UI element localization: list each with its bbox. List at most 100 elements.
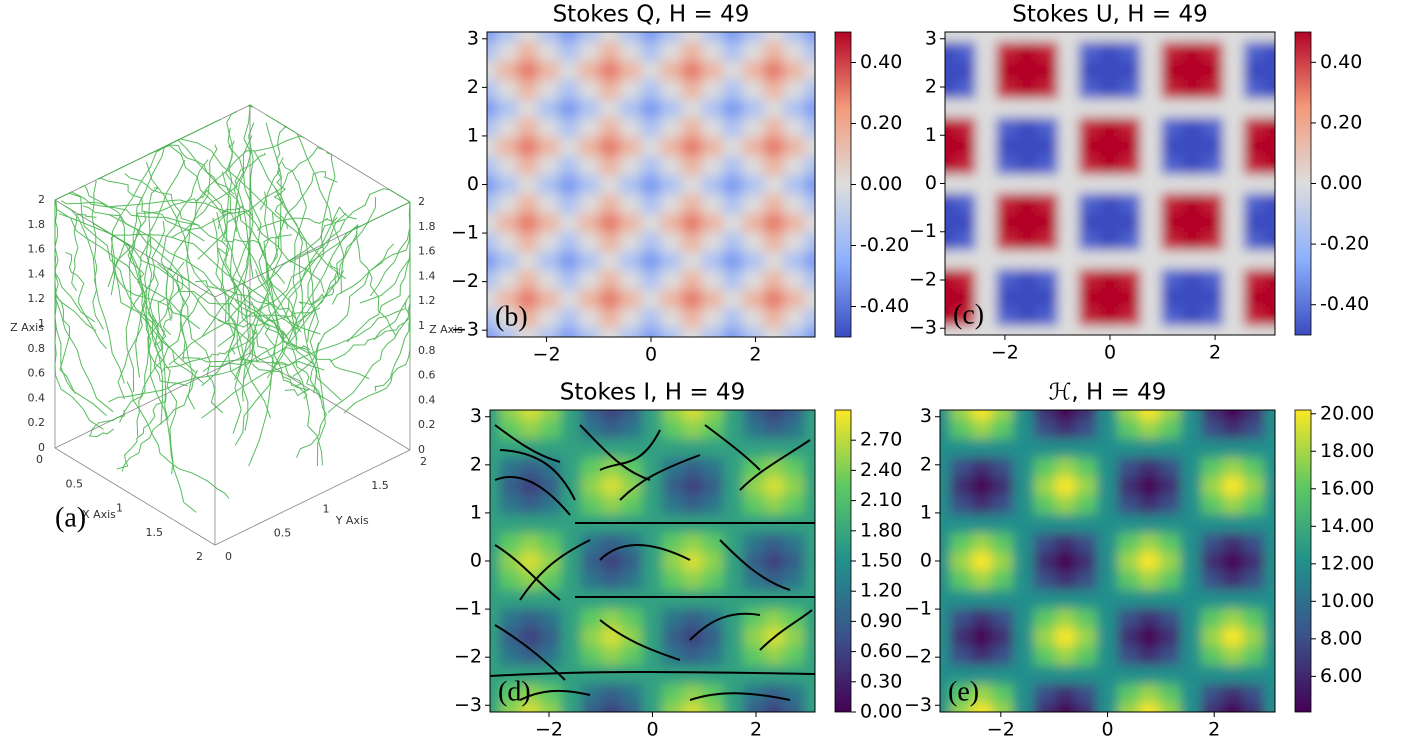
heatmap-cell (1055, 513, 1077, 533)
heatmap-cell (1013, 627, 1035, 647)
heatmap-cell (1141, 193, 1162, 213)
heatmap-cell (1079, 193, 1100, 213)
heatmap-cell (662, 683, 683, 703)
heatmap-cell (500, 608, 521, 628)
heatmap-cell (996, 287, 1017, 307)
heatmap-cell (1161, 230, 1182, 250)
heatmap-cell (992, 551, 1014, 571)
heatmap-cell (497, 213, 518, 233)
heatmap-cell (976, 174, 997, 194)
heatmap-cell (561, 570, 582, 590)
heatmap-cell (976, 193, 997, 213)
heatmap-cell (743, 98, 764, 118)
x-tick-label: −2 (535, 719, 563, 741)
heatmap-cell (784, 41, 805, 61)
heatmap-cell (950, 476, 972, 496)
heatmap-cell (538, 251, 559, 271)
heatmap-cell (1139, 457, 1161, 477)
heatmap-cells (934, 22, 1285, 345)
heatmap-cell (681, 308, 702, 328)
heatmap-cell (1141, 249, 1162, 269)
heatmap-cell (640, 98, 661, 118)
heatmap-cell (1058, 212, 1079, 232)
heatmap-cell (681, 136, 702, 156)
heatmap-cell (561, 608, 582, 628)
heatmap-cell (1223, 79, 1244, 99)
heatmap-cell (703, 646, 724, 666)
heatmap-cell (1182, 60, 1203, 80)
heatmap-cell (996, 60, 1017, 80)
heatmap-cell (1161, 268, 1182, 288)
heatmap-cell (1058, 249, 1079, 269)
heatmap-cell (1222, 476, 1244, 496)
heatmap-cell (996, 230, 1017, 250)
heatmap-cell (744, 664, 765, 684)
heatmap-cell (784, 308, 805, 328)
heatmap-cell (497, 251, 518, 271)
heatmap-cell (1058, 268, 1079, 288)
heatmap-cell (1159, 608, 1181, 628)
z-tick-label: 1.2 (418, 294, 436, 307)
colorbar-tick-label: 12.00 (1320, 552, 1374, 574)
heatmap-cell (1058, 306, 1079, 326)
heatmap-cell (538, 308, 559, 328)
heatmap-cell (763, 136, 784, 156)
colorbar-tick-label: 2.40 (860, 459, 902, 481)
heatmap-cell (1079, 268, 1100, 288)
heatmap-cell (1037, 249, 1058, 269)
heatmap-cell (1243, 438, 1265, 458)
heatmap-cell (1244, 287, 1265, 307)
heatmap-cell (744, 419, 765, 439)
heatmap-cell (640, 232, 661, 252)
heatmap-cell (764, 495, 785, 515)
heatmap-cell (723, 419, 744, 439)
heatmap-cell (1141, 230, 1162, 250)
heatmap-cell (1139, 532, 1161, 552)
heatmap-cell (1182, 41, 1203, 61)
heatmap-cell (579, 232, 600, 252)
heatmap-cell (784, 646, 805, 666)
heatmap (934, 22, 1285, 345)
heatmap-cell (702, 308, 723, 328)
heatmap-cells (929, 400, 1286, 722)
heatmap-cell (1013, 589, 1035, 609)
heatmap-cell (520, 589, 541, 609)
heatmap-cell (723, 627, 744, 647)
heatmap-cell (642, 438, 663, 458)
heatmap-cell (1139, 664, 1161, 684)
heatmap-cell (1034, 551, 1056, 571)
heatmap-cell (702, 98, 723, 118)
colorbar-tick-label: 0.40 (860, 51, 902, 73)
heatmap-cell (1034, 683, 1056, 703)
heatmap-cell (1037, 174, 1058, 194)
heatmap-cell (1120, 155, 1141, 175)
heatmap-cell (763, 270, 784, 290)
heatmap-cell (538, 213, 559, 233)
heatmap-cell (996, 136, 1017, 156)
heatmap-cell (1099, 230, 1120, 250)
heatmap-cell (1223, 41, 1244, 61)
heatmap-cell (1097, 589, 1119, 609)
heatmap-cell (1139, 495, 1161, 515)
heatmap-cell (1097, 570, 1119, 590)
colorbar-tick-label: 1.50 (860, 550, 902, 572)
heatmap-cell (1180, 570, 1202, 590)
heatmap-cell (1223, 136, 1244, 156)
heatmap-cell (976, 230, 997, 250)
heatmap-cell (1013, 570, 1035, 590)
heatmap-cell (1141, 155, 1162, 175)
heatmap-cell (722, 213, 743, 233)
heatmap-cell (1222, 457, 1244, 477)
heatmap-cell (1013, 476, 1035, 496)
heatmap-cell (517, 270, 538, 290)
heatmap-cell (662, 476, 683, 496)
heatmap-cell (992, 627, 1014, 647)
y-tick-label: 3 (925, 27, 937, 49)
heatmap-cell (1141, 117, 1162, 137)
heatmap-cell (1118, 570, 1140, 590)
heatmap-cell (1159, 551, 1181, 571)
heatmap-cell (500, 495, 521, 515)
x-tick-label: 0 (1104, 342, 1116, 364)
x-tick-label: −2 (533, 344, 561, 366)
heatmap-cell (620, 213, 641, 233)
